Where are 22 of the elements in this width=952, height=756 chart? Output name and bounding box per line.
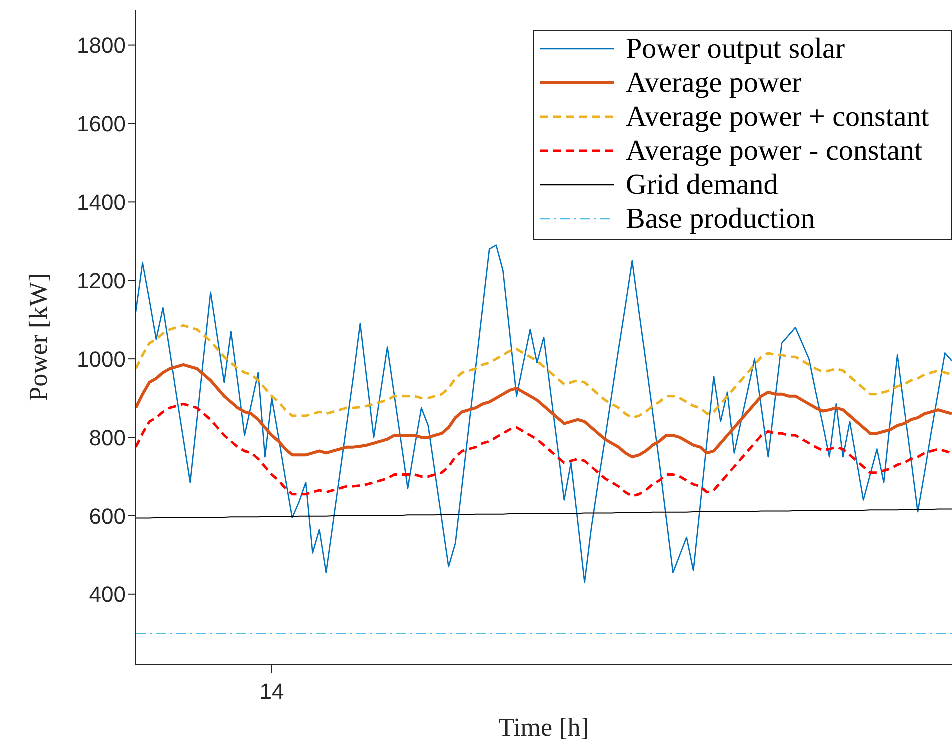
legend-label: Average power (626, 66, 802, 100)
line-series (135, 244, 952, 584)
y-tick-label: 800 (89, 425, 126, 450)
y-tick-label: 1600 (77, 112, 126, 137)
y-tick-label: 600 (89, 504, 126, 529)
legend-label: Average power - constant (626, 134, 923, 168)
y-tick-label: 1000 (77, 346, 126, 372)
line-series (136, 508, 952, 519)
legend-label: Grid demand (626, 168, 778, 202)
y-tick-label: 1200 (77, 268, 126, 294)
line-series (134, 363, 952, 459)
y-axis-title: Power [kW] (24, 274, 54, 402)
y-tick-label: 1400 (77, 190, 126, 215)
line-series (134, 324, 952, 420)
y-tick-label: 1800 (77, 33, 126, 58)
line-series (134, 402, 952, 498)
legend-label: Power output solar (626, 32, 846, 66)
legend-label: Base production (626, 202, 816, 236)
x-axis-title: Time [h] (498, 713, 590, 742)
legend-label: Average power + constant (626, 100, 930, 134)
x-tick-label: 14 (260, 679, 284, 704)
y-tick-label: 400 (89, 582, 126, 608)
